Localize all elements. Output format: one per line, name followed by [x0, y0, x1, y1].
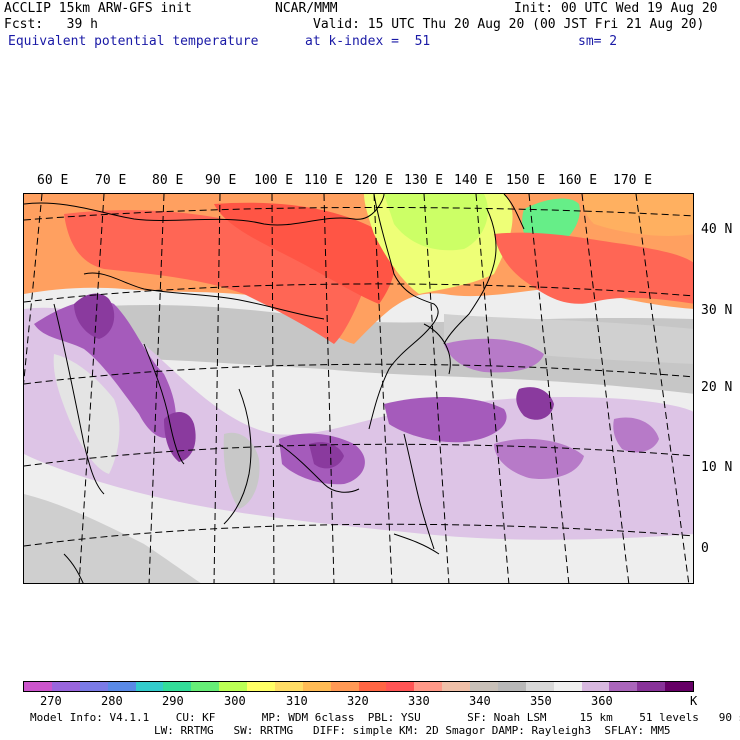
map-panel[interactable] [23, 193, 694, 584]
lon-label: 130 E [404, 173, 444, 188]
lon-label: 160 E [558, 173, 598, 188]
colorbar-swatch [553, 682, 582, 691]
lon-label: 70 E [95, 173, 127, 188]
lat-label: 0 [701, 541, 709, 556]
level-label: at k-index = 51 [305, 34, 431, 49]
colorbar-swatch [107, 682, 136, 691]
colorbar-unit: K [690, 694, 698, 708]
model-info-line1: Model Info: V4.1.1 CU: KF MP: WDM 6class… [30, 711, 740, 724]
lon-label: 80 E [152, 173, 184, 188]
colorbar-swatch [609, 682, 638, 691]
colorbar-label: 350 [530, 694, 552, 708]
colorbar-swatch [191, 682, 220, 691]
colorbar-label: 290 [162, 694, 184, 708]
colorbar-swatch [414, 682, 443, 691]
colorbar-swatch [247, 682, 275, 691]
lat-label: 10 N [701, 460, 733, 475]
colorbar-swatch [497, 682, 526, 691]
valid-time: Valid: 15 UTC Thu 20 Aug 20 (00 JST Fri … [313, 17, 705, 32]
init-time: Init: 00 UTC Wed 19 Aug 20 [514, 1, 718, 16]
colorbar-swatch [358, 682, 387, 691]
model-title: ACCLIP 15km ARW-GFS init [4, 1, 192, 16]
colorbar-swatch [386, 682, 415, 691]
colorbar-swatch [442, 682, 470, 691]
lon-label: 90 E [205, 173, 237, 188]
colorbar-swatch [219, 682, 247, 691]
colorbar-swatch [525, 682, 554, 691]
field-name: Equivalent potential temperature [8, 34, 259, 49]
lon-label: 120 E [354, 173, 394, 188]
colorbar-swatch [51, 682, 80, 691]
colorbar-label: 330 [408, 694, 430, 708]
colorbar-swatch [302, 682, 331, 691]
colorbar-label: 340 [469, 694, 491, 708]
colorbar-swatch [163, 682, 192, 691]
forecast-hour: Fcst: 39 h [4, 17, 98, 32]
colorbar-swatch [135, 682, 164, 691]
org-label: NCAR/MMM [275, 1, 338, 16]
colorbar-swatch [470, 682, 498, 691]
colorbar-swatch [581, 682, 610, 691]
lon-label: 140 E [454, 173, 494, 188]
model-info-line2: LW: RRTMG SW: RRTMG DIFF: simple KM: 2D … [154, 724, 671, 737]
colorbar-label: 360 [591, 694, 613, 708]
colorbar-swatch [330, 682, 359, 691]
lon-label: 100 E [254, 173, 294, 188]
colorbar-swatch [637, 682, 666, 691]
colorbar-swatch [274, 682, 303, 691]
colorbar-swatch [665, 682, 693, 691]
colorbar [23, 681, 694, 692]
colorbar-label: 300 [224, 694, 246, 708]
colorbar-label: 270 [40, 694, 62, 708]
colorbar-swatch [79, 682, 108, 691]
lat-label: 30 N [701, 303, 733, 318]
colorbar-label: 310 [286, 694, 308, 708]
lon-label: 110 E [304, 173, 344, 188]
map-graphic [24, 194, 693, 583]
lon-label: 60 E [37, 173, 69, 188]
lat-label: 20 N [701, 380, 733, 395]
lon-label: 150 E [506, 173, 546, 188]
smoothing-label: sm= 2 [578, 34, 618, 49]
lon-label: 170 E [613, 173, 653, 188]
colorbar-label: 280 [101, 694, 123, 708]
lat-label: 40 N [701, 222, 733, 237]
colorbar-label: 320 [347, 694, 369, 708]
colorbar-swatch [24, 682, 52, 691]
